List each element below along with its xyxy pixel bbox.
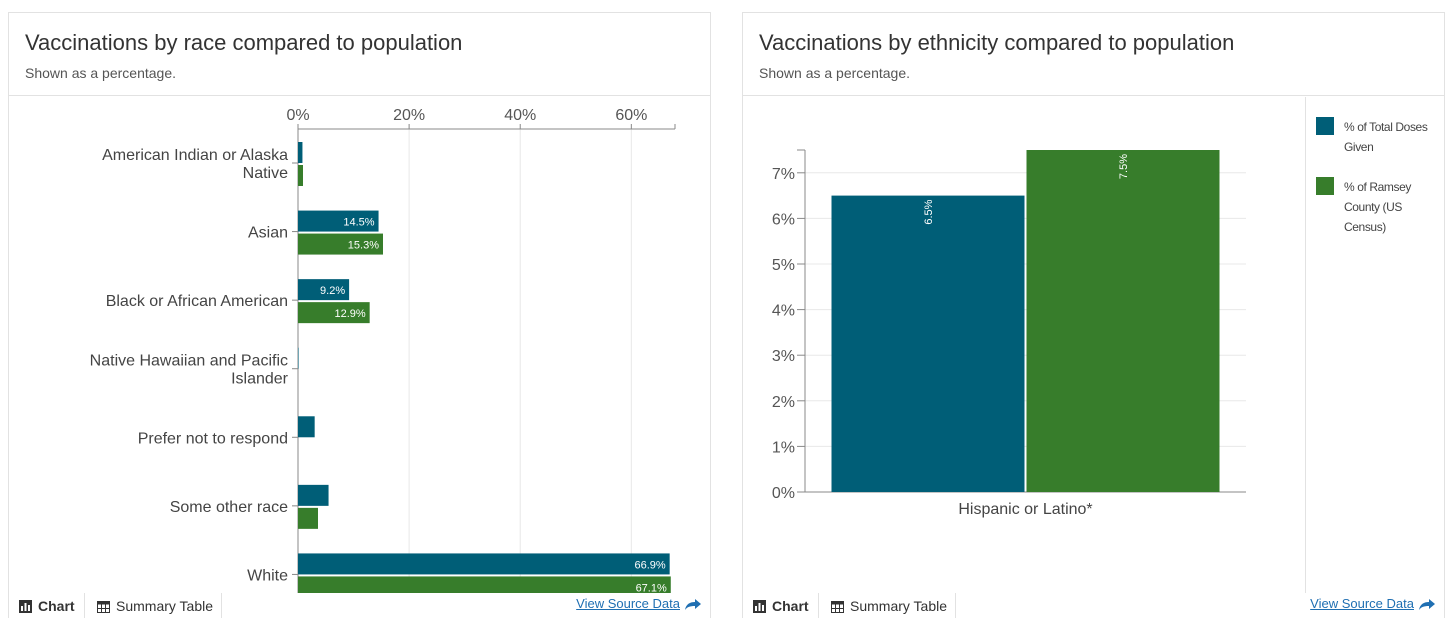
bar-value-label: 6.5% (923, 199, 935, 224)
tab-chart-label: Chart (38, 598, 75, 614)
bar-doses (298, 553, 670, 575)
category-label: Native (243, 165, 288, 182)
legend-label-doses: % of Total Doses Given (1344, 120, 1428, 154)
ethnicity-bar-chart: 0% 1% 2% 3% 4% 5% 6% 7% Hispanic or Latino* 6.5% 7… (772, 149, 1246, 518)
race-chart-title: Vaccinations by race compared to populat… (25, 30, 463, 55)
tab-summary-table-label: Summary Table (116, 598, 214, 614)
ethnicity-chart-footer: Chart Summary Table View Source Data (743, 593, 1444, 618)
bar-chart-icon (19, 600, 32, 613)
bar-value-label: 67.1% (636, 582, 667, 593)
tab-summary-table-label: Summary Table (850, 598, 948, 614)
y-tick-label: 5% (772, 257, 795, 274)
bar-census (1026, 150, 1220, 492)
bar-value-label: 9.2% (320, 285, 345, 297)
ethnicity-chart-subtitle: Shown as a percentage. (759, 65, 910, 81)
y-tick-label: 1% (772, 439, 795, 456)
category-label: Native Hawaiian and Pacific (90, 353, 288, 370)
legend-label-census: % of Ramsey County (US Census) (1344, 180, 1411, 234)
bar-value-label: 12.9% (334, 308, 365, 320)
ethnicity-chart-header: Vaccinations by ethnicity compared to po… (743, 13, 1444, 96)
bar-value-label: 15.3% (348, 240, 379, 252)
bar-census (298, 233, 383, 255)
x-tick-label: 0% (286, 107, 309, 124)
tab-summary-table[interactable]: Summary Table (85, 593, 222, 618)
bar-doses (298, 142, 303, 163)
x-tick-label: 60% (615, 107, 647, 124)
bar-doses (298, 347, 299, 369)
bar-census (298, 302, 370, 324)
bar-census (298, 507, 318, 529)
x-tick-label: 20% (393, 107, 425, 124)
race-chart-header: Vaccinations by race compared to populat… (9, 13, 710, 96)
bar-census (298, 165, 303, 186)
chart-legend: % of Total Doses Given % of Ramsey Count… (1305, 97, 1445, 593)
bar-value-label: 14.5% (343, 217, 374, 229)
bar-doses (298, 279, 350, 301)
race-bar-chart: 0% 20% 40% 60%American Indian or AlaskaNati… (90, 107, 676, 593)
share-arrow-icon[interactable] (1418, 598, 1436, 611)
view-source-data-link[interactable]: View Source Data (1310, 596, 1414, 611)
bar-value-label: 66.9% (634, 559, 665, 571)
bar-doses (298, 210, 379, 232)
category-label: White (247, 567, 288, 584)
legend-swatch-doses (1316, 117, 1334, 135)
race-chart-panel: Vaccinations by race compared to populat… (8, 12, 711, 618)
category-label: Asian (248, 225, 288, 242)
category-label: Hispanic or Latino* (958, 501, 1092, 518)
y-tick-label: 3% (772, 348, 795, 365)
bar-value-label: 7.5% (1118, 154, 1130, 179)
race-chart-subtitle: Shown as a percentage. (25, 65, 176, 81)
bar-chart-icon (753, 600, 766, 613)
category-label: Islander (231, 371, 289, 388)
tab-chart[interactable]: Chart (9, 593, 85, 618)
tab-chart-label: Chart (772, 598, 809, 614)
view-source-data-link[interactable]: View Source Data (576, 596, 680, 611)
tab-summary-table[interactable]: Summary Table (819, 593, 956, 618)
y-tick-label: 2% (772, 394, 795, 411)
bar-doses (298, 416, 315, 438)
race-chart-footer: Chart Summary Table View Source Data (9, 593, 710, 618)
share-arrow-icon[interactable] (684, 598, 702, 611)
table-icon (831, 601, 844, 613)
bar-doses (831, 195, 1025, 492)
category-label: Black or African American (106, 293, 288, 310)
y-tick-label: 7% (772, 166, 795, 183)
category-label: Prefer not to respond (138, 430, 288, 447)
ethnicity-chart-panel: Vaccinations by ethnicity compared to po… (742, 12, 1445, 618)
bar-doses (298, 484, 329, 506)
table-icon (97, 601, 110, 613)
ethnicity-chart-title: Vaccinations by ethnicity compared to po… (759, 30, 1235, 55)
category-label: American Indian or Alaska (102, 147, 288, 164)
category-label: Some other race (170, 499, 288, 516)
y-tick-label: 4% (772, 303, 795, 320)
x-tick-label: 40% (504, 107, 536, 124)
tab-chart[interactable]: Chart (743, 593, 819, 618)
legend-swatch-census (1316, 177, 1334, 195)
y-tick-label: 6% (772, 211, 795, 228)
bar-census (298, 576, 671, 593)
y-tick-label: 0% (772, 485, 795, 502)
